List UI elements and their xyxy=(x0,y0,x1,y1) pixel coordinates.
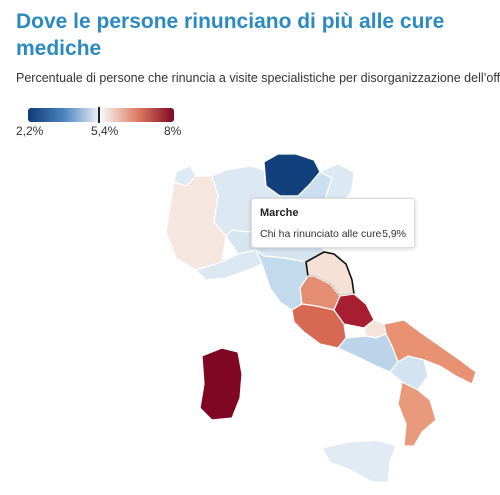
italy-map xyxy=(165,153,477,483)
legend-mid-marker xyxy=(98,107,100,123)
legend-gradient-bar xyxy=(28,108,174,122)
legend-mid-label: 5,4% xyxy=(91,124,119,138)
color-legend: 2,2% 5,4% 8% xyxy=(16,107,191,142)
map-tooltip: Marche Chi ha rinunciato alle cure 5,9% xyxy=(251,198,415,248)
chart-title: Dove le persone rinunciano di più alle c… xyxy=(16,10,445,60)
region-sardegna[interactable] xyxy=(199,347,243,421)
region-puglia[interactable] xyxy=(383,319,477,385)
chart-subtitle: Percentuale di persone che rinuncia a vi… xyxy=(16,71,500,85)
tooltip-label: Chi ha rinunciato alle cure xyxy=(260,228,382,240)
legend-max-label: 8% xyxy=(164,124,182,138)
tooltip-region-name: Marche xyxy=(260,207,299,219)
legend-min-label: 2,2% xyxy=(16,124,44,138)
region-basilicata[interactable] xyxy=(389,355,429,391)
tooltip-value: 5,9% xyxy=(382,228,406,240)
region-sicilia[interactable] xyxy=(321,439,397,483)
region-calabria[interactable] xyxy=(397,381,437,447)
